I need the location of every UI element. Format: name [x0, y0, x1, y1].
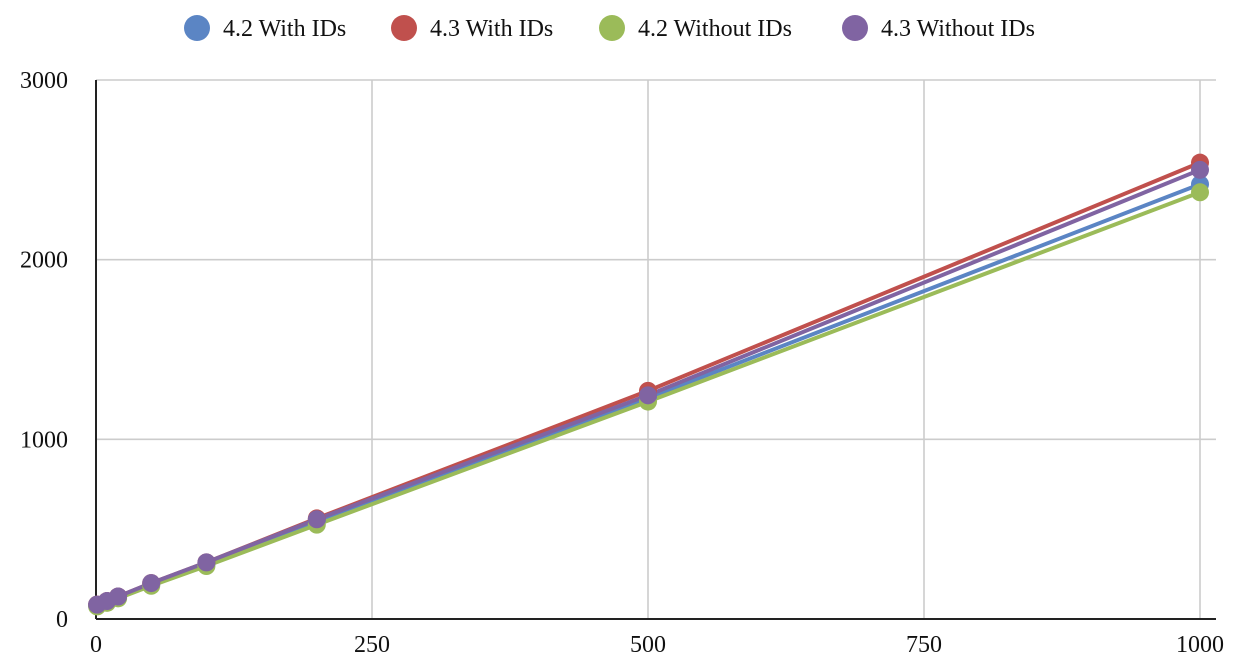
legend-item: 4.3 Without IDs — [842, 15, 1035, 42]
y-tick-label: 3000 — [20, 68, 68, 94]
x-tick-label: 750 — [906, 632, 942, 658]
chart-series — [88, 153, 1209, 616]
data-point — [307, 510, 326, 529]
legend-label: 4.3 With IDs — [430, 16, 553, 42]
y-tick-label: 1000 — [20, 427, 68, 453]
chart-tick-labels: 0 1000 2000 3000 0 250 500 750 1000 — [20, 68, 1224, 658]
y-tick-label: 0 — [56, 607, 68, 633]
legend-marker — [842, 15, 868, 41]
legend-marker — [184, 15, 210, 41]
x-tick-label: 500 — [630, 632, 666, 658]
x-tick-label: 250 — [354, 632, 390, 658]
chart-legend: 4.2 With IDs 4.3 With IDs 4.2 Without IDs 4… — [184, 15, 1035, 42]
x-tick-label: 0 — [90, 632, 102, 658]
legend-item: 4.3 With IDs — [391, 15, 553, 42]
legend-marker — [599, 15, 625, 41]
x-tick-label: 1000 — [1176, 632, 1224, 658]
data-point — [197, 553, 216, 572]
legend-marker — [391, 15, 417, 41]
legend-label: 4.2 Without IDs — [638, 16, 792, 42]
data-point — [639, 386, 657, 405]
data-point — [109, 587, 128, 606]
data-point — [142, 574, 161, 593]
chart-axes — [95, 80, 1216, 620]
legend-item: 4.2 With IDs — [184, 15, 346, 42]
data-point — [1191, 183, 1209, 202]
legend-label: 4.3 Without IDs — [881, 16, 1035, 42]
data-point — [1191, 160, 1209, 179]
legend-label: 4.2 With IDs — [223, 16, 346, 42]
legend-item: 4.2 Without IDs — [599, 15, 792, 42]
y-tick-label: 2000 — [20, 248, 68, 274]
